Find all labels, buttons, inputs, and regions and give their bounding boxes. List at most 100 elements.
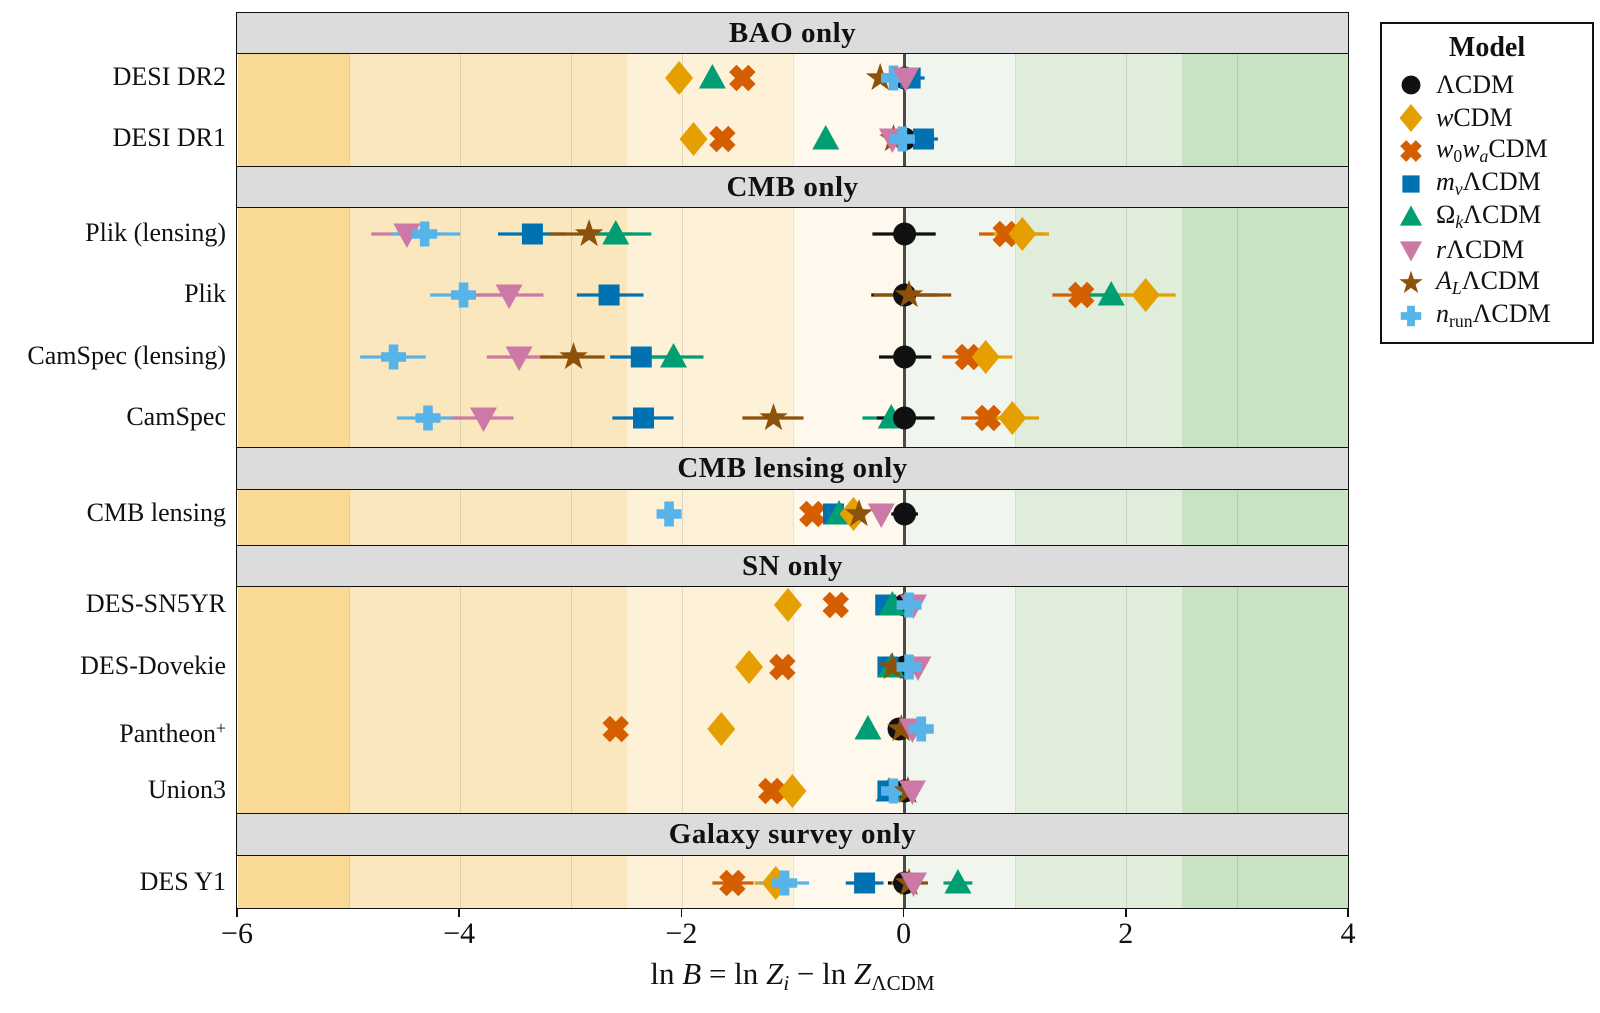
plus-legend-marker-icon [1400, 305, 1422, 326]
row-label-union3: Union3 [148, 775, 226, 804]
plus-marker-icon [880, 778, 906, 804]
legend-items: ΛCDM wCDM w0waCDM mνΛCDM ΩkΛCDM rΛCDM ALΛCDM nr… [1382, 68, 1592, 332]
jeffreys-band [626, 587, 794, 813]
triangle-up-marker-icon [1399, 205, 1423, 226]
plus-marker-icon [415, 405, 441, 431]
section-plot-cmb-only [236, 207, 1349, 448]
row-label-desi-dr1: DESI DR1 [112, 123, 226, 152]
section-header-cmb-only: CMB only [236, 166, 1349, 208]
plus-marker-icon [889, 126, 915, 152]
triangle-down-marker-icon [495, 284, 523, 309]
jeffreys-band [238, 856, 350, 908]
x-marker-icon [1068, 281, 1095, 309]
gridline [1015, 587, 1017, 813]
section-plot-galaxy-survey-only [236, 855, 1349, 909]
triangle-up-marker-icon [698, 64, 726, 89]
legend-item-label: w0waCDM [1436, 134, 1548, 166]
legend-item-label: mνΛCDM [1436, 167, 1541, 199]
x-marker-icon [992, 220, 1019, 248]
legend-item-mnu: mνΛCDM [1382, 167, 1592, 200]
legend-item-al: ALΛCDM [1382, 266, 1592, 299]
star-marker-icon [878, 652, 907, 680]
star-marker-icon [759, 403, 788, 431]
x-marker-icon [602, 715, 629, 743]
triangle-down-marker-icon [505, 346, 533, 371]
triangle-up-marker-icon [602, 220, 630, 245]
gridline [1126, 856, 1128, 908]
gridline [681, 208, 683, 447]
plus-marker-icon [908, 716, 934, 742]
data-points-layer [656, 497, 918, 531]
gridline [1126, 587, 1128, 813]
section-header-bao-only: BAO only [236, 12, 1349, 54]
jeffreys-band [1182, 587, 1348, 813]
circle-marker-icon [893, 222, 917, 246]
data-points-layer [665, 61, 938, 156]
section-header-cmb-lensing-only: CMB lensing only [236, 447, 1349, 490]
legend-item-label: wCDM [1436, 102, 1513, 132]
jeffreys-band [1182, 856, 1348, 908]
diamond-marker-icon [773, 588, 802, 622]
square-marker-icon [598, 284, 620, 306]
x-marker-icon [719, 869, 746, 897]
star-marker-icon [844, 499, 874, 527]
star-marker-icon [865, 63, 895, 91]
jeffreys-band [904, 587, 1016, 813]
diamond-marker-icon [665, 61, 694, 95]
x-marker-icon [954, 343, 982, 371]
gridline [681, 856, 683, 908]
diamond-marker-icon [778, 774, 807, 808]
diamond-marker-icon [1008, 217, 1037, 251]
star-marker-icon [894, 280, 924, 308]
gridline [681, 54, 683, 166]
zero-line [903, 208, 906, 447]
triangle-up-marker-icon [854, 715, 882, 740]
legend-item-label: ΛCDM [1436, 69, 1515, 99]
jeffreys-band [626, 208, 794, 447]
circle-marker-icon [893, 406, 917, 430]
gridline [1126, 490, 1128, 545]
row-label-des-dovekie: DES-Dovekie [80, 651, 226, 680]
row-label-desi-dr2: DESI DR2 [112, 62, 226, 91]
gridline [1126, 208, 1128, 447]
diamond-legend-marker-icon [1399, 103, 1423, 132]
section-title: CMB lensing only [677, 452, 908, 484]
jeffreys-band [1015, 490, 1183, 545]
gridline [459, 208, 461, 447]
square-marker-icon [854, 872, 876, 894]
row-label-camspec-lensing: CamSpec (lensing) [27, 341, 226, 370]
gridline [793, 54, 794, 166]
plus-marker-icon [451, 282, 477, 308]
star-marker-icon [574, 219, 604, 247]
circle-marker-icon [1401, 75, 1421, 94]
section-title: SN only [741, 549, 843, 582]
star-marker-icon [887, 714, 916, 742]
gridline [348, 856, 350, 908]
zero-line [903, 54, 906, 166]
triangle-down-marker-icon [470, 407, 498, 432]
jeffreys-band [1182, 54, 1348, 166]
x-axis-tick [902, 908, 905, 917]
star-marker-icon [1399, 270, 1423, 293]
gridline [793, 208, 794, 447]
legend-item-label: nrunΛCDM [1436, 299, 1551, 331]
gridline [348, 208, 350, 447]
gridline [793, 587, 794, 813]
x-legend-marker-icon [1400, 139, 1422, 162]
star-legend-marker-icon [1399, 270, 1423, 293]
jeffreys-band [238, 208, 350, 447]
zero-line [903, 587, 906, 813]
circle-marker-icon [893, 502, 917, 526]
square-legend-marker-icon [1402, 174, 1420, 193]
square-marker-icon [912, 128, 934, 150]
x-marker-icon [729, 64, 756, 92]
triangle-up-marker-icon [660, 343, 688, 368]
x-axis-tick-label: −6 [221, 917, 253, 950]
jeffreys-band [793, 208, 905, 447]
diamond-marker-icon [971, 340, 1000, 374]
legend-item-label: ALΛCDM [1436, 266, 1540, 298]
jeffreys-band [1015, 208, 1183, 447]
triangle-down-marker-icon [899, 872, 927, 897]
x-marker-icon [822, 591, 849, 619]
